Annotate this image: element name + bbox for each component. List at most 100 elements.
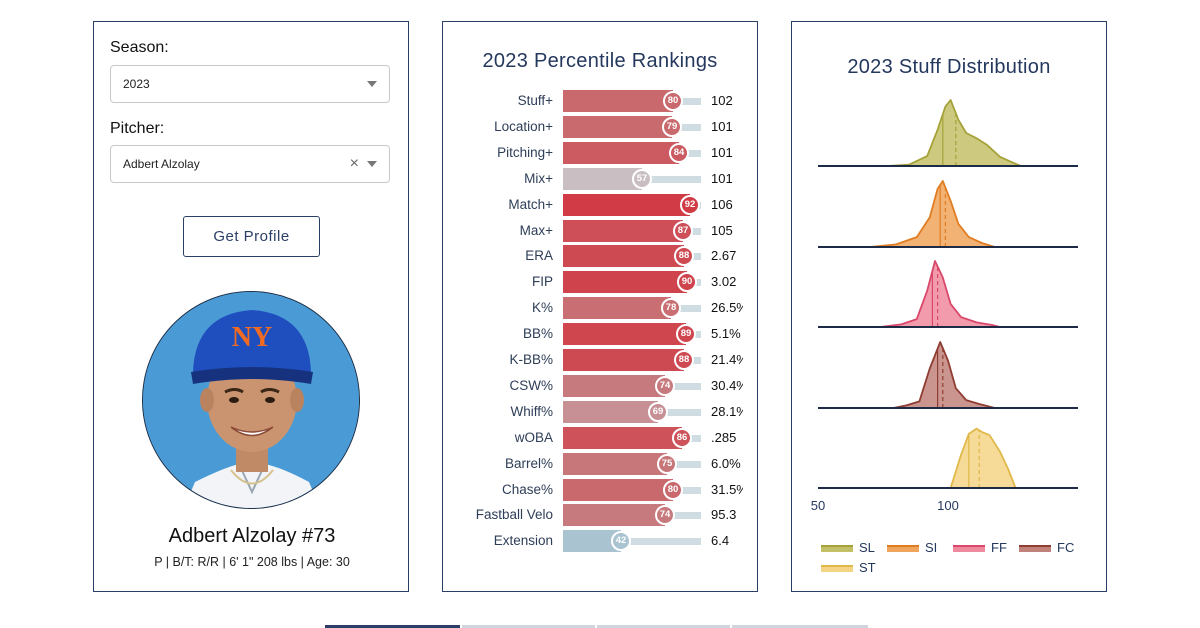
ranking-value: 31.5% (711, 481, 743, 497)
percentile-badge: 87 (673, 220, 693, 241)
percentile-badge: 80 (663, 479, 683, 500)
ranking-row: CSW% 74 30.4% (443, 374, 759, 397)
ranking-label: Match+ (508, 196, 553, 212)
season-label: Season: (110, 39, 169, 56)
ranking-row: K% 78 26.5% (443, 297, 759, 320)
ranking-value: 101 (711, 118, 733, 134)
ranking-bar (563, 219, 683, 242)
ranking-row: K-BB% 88 21.4% (443, 349, 759, 371)
ranking-label: Barrel% (504, 455, 553, 471)
svg-text:NY: NY (232, 322, 272, 353)
pitcher-value: Adbert Alzolay (123, 157, 200, 171)
ranking-bar (563, 349, 684, 371)
rankings-title: 2023 Percentile Rankings (482, 50, 718, 72)
ranking-value: 102 (711, 93, 733, 108)
ranking-row: wOBA 86 .285 (443, 426, 759, 449)
ranking-bar (563, 530, 621, 553)
get-profile-button[interactable]: Get Profile (183, 216, 320, 257)
legend-label: SI (925, 540, 938, 555)
ranking-value: 28.1% (711, 403, 743, 419)
percentile-badge: 90 (677, 272, 697, 293)
legend-label: FC (1057, 540, 1075, 555)
ranking-row: Max+ 87 105 (443, 219, 759, 242)
filter-panel: Season: 2023 Pitcher: Adbert Alzolay × G… (93, 21, 409, 592)
ranking-value: 26.5% (711, 300, 743, 316)
percentile-badge: 86 (672, 427, 692, 448)
ranking-bar (563, 478, 673, 501)
ranking-row: BB% 89 5.1% (443, 323, 759, 346)
stuff-distribution-panel: 2023 Stuff Distribution 50 100 SL SI FF FC ST (791, 21, 1107, 592)
legend-swatch (887, 545, 919, 552)
ranking-label: BB% (522, 326, 553, 342)
ranking-row: Pitching+ 84 101 (443, 141, 759, 164)
ranking-label: Whiff% (510, 403, 553, 419)
ranking-row: ERA 88 2.67 (443, 245, 759, 268)
player-meta: P | B/T: R/R | 6' 1" 208 lbs | Age: 30 (154, 555, 350, 569)
percentile-badge: 84 (669, 142, 689, 163)
percentile-badge: 88 (674, 246, 694, 267)
ranking-row: Whiff% 69 28.1% (443, 400, 759, 423)
chevron-down-icon[interactable] (367, 161, 377, 167)
ranking-bar (563, 323, 686, 346)
ranking-bar (563, 90, 673, 112)
density-si (869, 180, 996, 248)
tab-4[interactable] (732, 625, 868, 628)
ranking-bar (563, 167, 642, 190)
ranking-bar (563, 374, 665, 397)
percentile-badge: 42 (611, 531, 631, 552)
ranking-bar (563, 193, 690, 216)
stuff-distribution-chart: 50 100 (811, 99, 1078, 513)
tab-3[interactable] (597, 625, 730, 628)
ranking-label: K-BB% (509, 352, 553, 367)
season-value: 2023 (123, 77, 150, 91)
percentile-badge: 88 (674, 350, 694, 370)
percentile-badge: 57 (632, 168, 652, 189)
percentile-badge: 78 (661, 298, 681, 319)
pitcher-select[interactable]: Adbert Alzolay × (110, 145, 390, 183)
ranking-label: Fastball Velo (475, 507, 553, 523)
percentile-badge: 75 (657, 453, 677, 474)
percentile-badge: 74 (655, 505, 675, 526)
ranking-value: 6.0% (711, 455, 741, 471)
clear-icon[interactable]: × (349, 155, 359, 172)
x-tick-label: 50 (811, 498, 825, 513)
ranking-value: 95.3 (711, 507, 737, 523)
legend-label: SL (859, 540, 875, 555)
legend-swatch (821, 565, 853, 572)
ranking-value: 106 (711, 196, 733, 212)
ranking-value: 2.67 (711, 248, 737, 264)
season-select[interactable]: 2023 (110, 65, 390, 103)
ranking-value: 105 (711, 222, 733, 238)
ranking-bar (563, 115, 672, 138)
density-ff (879, 260, 1001, 328)
ranking-label: Extension (493, 533, 553, 549)
percentile-badge: 79 (662, 116, 682, 137)
percentile-rankings-panel: 2023 Percentile Rankings Stuff+ 80 102 Loca… (442, 21, 758, 592)
tab-1[interactable] (325, 625, 460, 628)
ranking-bar (563, 271, 687, 294)
ranking-bar (563, 297, 671, 320)
ranking-row: Extension 42 6.4 (443, 530, 759, 553)
ranking-label: Chase% (501, 481, 553, 497)
ranking-bar (563, 504, 665, 527)
ranking-row: Stuff+ 80 102 (443, 90, 759, 112)
percentile-badge: 92 (680, 194, 700, 215)
avatar: NY (142, 291, 360, 509)
ranking-bar (563, 452, 667, 475)
ranking-label: FIP (531, 274, 553, 290)
tab-2[interactable] (462, 625, 595, 628)
percentile-badge: 80 (663, 91, 683, 111)
ranking-row: FIP 90 3.02 (443, 271, 759, 294)
ranking-label: K% (531, 300, 553, 316)
x-tick-label: 100 (937, 498, 959, 513)
ranking-label: Max+ (519, 222, 553, 238)
density-fc (892, 341, 996, 409)
chevron-down-icon[interactable] (367, 81, 377, 87)
stuff-title: 2023 Stuff Distribution (847, 56, 1051, 78)
ranking-label: wOBA (514, 429, 553, 445)
ranking-row: Chase% 80 31.5% (443, 478, 759, 501)
ranking-value: .285 (711, 429, 737, 445)
density-st (949, 427, 1017, 489)
ranking-row: Location+ 79 101 (443, 115, 759, 138)
legend-swatch (821, 545, 853, 552)
